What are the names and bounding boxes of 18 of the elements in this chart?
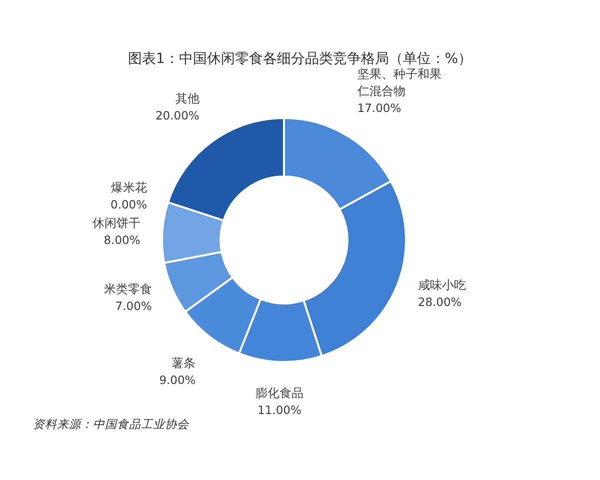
data-label: 7.00% bbox=[115, 299, 152, 314]
chart-title: 图表1：中国休闲零食各细分品类竞争格局（单位：%） bbox=[128, 51, 472, 67]
data-label: 20.00% bbox=[156, 108, 200, 122]
data-label: 11.00% bbox=[258, 402, 302, 417]
slice-label: 休闲饼干 bbox=[92, 216, 140, 230]
text: 0.00% bbox=[110, 198, 148, 212]
data-label: 28.00% bbox=[418, 295, 462, 310]
slice-label: 薯条 bbox=[172, 356, 196, 370]
slice-label: 咸味小吃 bbox=[418, 278, 466, 292]
category-label: 爆米花 bbox=[111, 180, 148, 194]
slice-label: 坚果、种子和果仁混合物 bbox=[356, 67, 442, 98]
text: 资料来源：中国食品工业协会 bbox=[33, 417, 190, 431]
data-label: 8.00% bbox=[104, 232, 140, 247]
slice-label: 膨化食品 bbox=[255, 386, 304, 400]
slice-label: 其他 bbox=[175, 92, 200, 106]
data-label: 17.00% bbox=[357, 101, 402, 116]
data-label: 9.00% bbox=[159, 372, 196, 387]
slice-label: 米类零食 bbox=[104, 282, 152, 296]
